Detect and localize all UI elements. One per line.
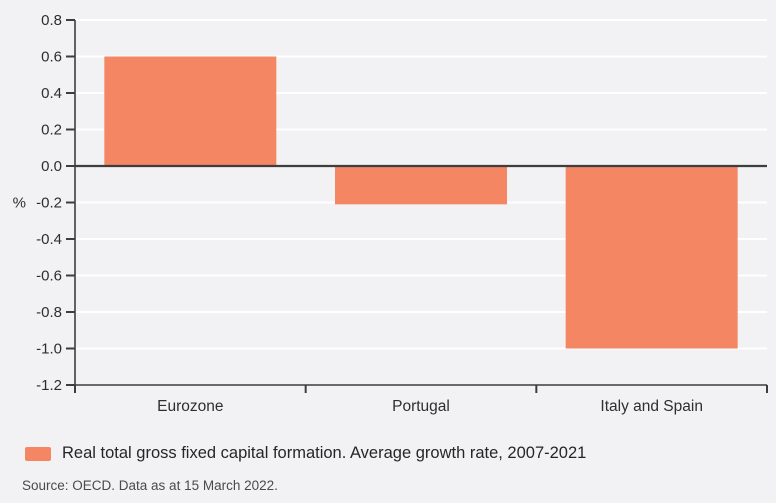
svg-text:0.4: 0.4 — [41, 85, 62, 102]
bar-italy-and-spain — [565, 166, 738, 349]
svg-text:-0.6: -0.6 — [36, 268, 62, 285]
bar-chart: 0.8 0.6 0.4 0.2 0.0 -0.2 -0.4 -0.6 -0.8 -1.0 -1.2%… — [13, 12, 768, 415]
svg-text:-1.0: -1.0 — [36, 341, 62, 358]
bar-portugal — [335, 166, 507, 205]
category-label: Portugal — [392, 398, 450, 415]
source-note: Source: OECD. Data as at 15 March 2022. — [22, 478, 278, 493]
category-label: Italy and Spain — [600, 398, 703, 415]
y-axis-unit-label: % — [13, 195, 26, 212]
svg-text:-0.4: -0.4 — [36, 231, 62, 248]
svg-text:0.2: 0.2 — [41, 122, 62, 139]
svg-text:-0.8: -0.8 — [36, 304, 62, 321]
legend-label: Real total gross fixed capital formation… — [62, 444, 587, 462]
svg-text:0.8: 0.8 — [41, 12, 62, 29]
svg-text:-0.2: -0.2 — [36, 195, 62, 212]
svg-text:-1.2: -1.2 — [36, 377, 62, 394]
svg-text:0.6: 0.6 — [41, 49, 62, 66]
legend: Real total gross fixed capital formation… — [25, 444, 586, 463]
legend-swatch — [25, 446, 51, 461]
svg-text:0.0: 0.0 — [41, 158, 62, 175]
bar-eurozone — [104, 56, 277, 166]
category-label: Eurozone — [157, 398, 223, 415]
